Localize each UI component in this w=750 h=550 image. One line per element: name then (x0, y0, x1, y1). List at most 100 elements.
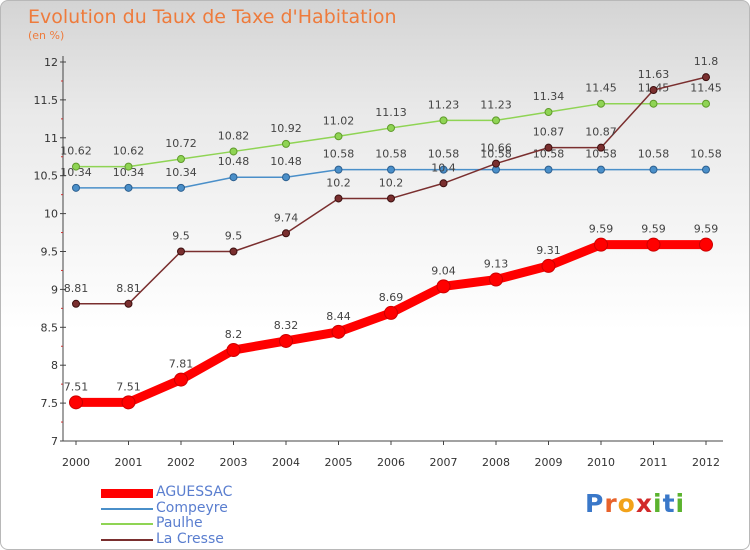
data-point (544, 143, 553, 152)
data-point (282, 139, 290, 148)
data-point (702, 99, 710, 108)
data-label: 9.59 (641, 223, 666, 236)
data-point (331, 324, 346, 339)
data-point (646, 237, 661, 252)
data-point (594, 237, 608, 252)
data-point (439, 165, 448, 174)
x-tick-label: 2002 (167, 456, 195, 469)
legend-label: AGUESSAC (156, 484, 233, 500)
x-tick-label: 2003 (220, 456, 248, 469)
data-point (439, 116, 448, 125)
data-point (649, 99, 658, 108)
y-tick-label: 10.5 (34, 170, 59, 183)
data-point (334, 132, 343, 141)
data-point (72, 183, 80, 192)
data-point (387, 123, 395, 132)
data-point (177, 183, 185, 192)
data-point (541, 258, 556, 273)
data-label: 10.82 (218, 129, 250, 142)
data-point (121, 395, 136, 410)
y-tick-label: 7 (51, 435, 58, 448)
data-label: 9.5 (172, 230, 190, 243)
x-tick-label: 2012 (692, 456, 720, 469)
data-label: 10.34 (165, 166, 197, 179)
data-point (544, 165, 553, 174)
y-tick-label: 11.5 (34, 94, 59, 107)
data-point (384, 305, 398, 320)
data-point (334, 194, 343, 203)
data-point (649, 86, 658, 95)
y-tick-label: 7.5 (41, 397, 59, 410)
data-label: 10.62 (60, 145, 92, 158)
x-tick-label: 2000 (62, 456, 90, 469)
data-point (229, 247, 238, 256)
data-point (124, 299, 133, 308)
data-point (334, 165, 343, 174)
chart-title: Evolution du Taux de Taxe d'Habitation (28, 6, 397, 28)
data-label: 10.48 (218, 155, 250, 168)
data-label: 10.58 (323, 148, 355, 161)
data-label: 8.32 (274, 319, 299, 332)
logo-letter: x (635, 489, 653, 518)
data-label: 8.44 (326, 310, 351, 323)
x-tick-label: 2001 (115, 456, 143, 469)
y-tick-label: 12 (44, 56, 58, 69)
logo-letter: r (604, 489, 618, 518)
data-label: 7.81 (169, 358, 194, 371)
x-tick-label: 2005 (325, 456, 353, 469)
data-point (597, 165, 605, 174)
data-label: 11.45 (585, 82, 617, 95)
data-point (72, 299, 80, 308)
data-label: 9.31 (536, 244, 561, 257)
data-label: 10.2 (379, 176, 404, 189)
legend-swatch (101, 488, 153, 498)
data-point (229, 147, 238, 156)
data-label: 10.58 (585, 148, 617, 161)
data-label: 10.62 (113, 145, 145, 158)
data-label: 9.59 (694, 223, 719, 236)
data-label: 11.63 (638, 68, 670, 81)
data-label: 10.58 (375, 148, 407, 161)
data-point (489, 272, 503, 287)
data-label: 11.8 (694, 55, 719, 68)
logo-letter: o (617, 489, 636, 518)
data-point (72, 162, 80, 171)
legend-label: Compeyre (156, 499, 228, 516)
data-point (229, 173, 238, 182)
data-point (649, 165, 658, 174)
unit-label: (en %) (28, 29, 65, 42)
data-label: 8.81 (64, 282, 89, 295)
data-point (436, 279, 451, 294)
data-point (702, 73, 710, 82)
data-label: 10.2 (326, 176, 351, 189)
data-point (282, 229, 290, 238)
legend-swatch (101, 523, 153, 525)
data-label: 10.58 (480, 148, 512, 161)
data-label: 10.72 (165, 137, 197, 150)
logo-letter: t (662, 489, 676, 518)
logo-letter: i (653, 489, 663, 518)
data-label: 9.74 (274, 211, 299, 224)
data-label: 10.87 (533, 126, 565, 139)
data-label: 10.58 (533, 148, 565, 161)
x-tick-label: 2004 (272, 456, 300, 469)
data-point (492, 159, 500, 168)
data-point (544, 108, 553, 117)
data-label: 9.59 (589, 223, 614, 236)
logo-letter: P (585, 489, 605, 518)
legend-swatch (101, 507, 153, 510)
data-label: 10.58 (428, 148, 460, 161)
data-point (387, 194, 395, 203)
data-point (69, 395, 83, 410)
data-point (597, 143, 605, 152)
data-label: 10.34 (113, 166, 145, 179)
data-point (699, 237, 713, 252)
x-tick-label: 2008 (482, 456, 510, 469)
data-label: 11.13 (375, 106, 407, 119)
data-label: 11.02 (323, 114, 355, 127)
data-label: 10.48 (270, 155, 302, 168)
data-point (177, 247, 185, 256)
data-label: 8.81 (116, 282, 141, 295)
